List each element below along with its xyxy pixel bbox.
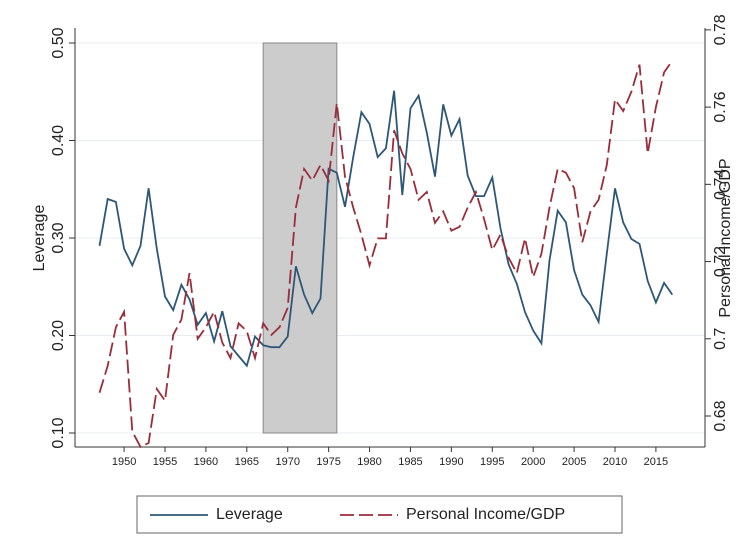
x-tick-label: 1985: [398, 456, 422, 468]
y-tick-label: 0.20: [50, 320, 67, 351]
x-tick-label: 2010: [603, 456, 627, 468]
x-tick-label: 1955: [153, 456, 177, 468]
y-axis-title: Leverage: [31, 205, 48, 272]
y-tick-label: 0.10: [50, 417, 67, 448]
x-tick-label: 1995: [480, 456, 504, 468]
x-tick-label: 1950: [112, 456, 136, 468]
legend-label: Personal Income/GDP: [406, 506, 565, 523]
y-tick-label: 0.50: [50, 27, 67, 58]
x-tick-label: 1980: [357, 456, 381, 468]
x-tick-label: 1960: [194, 456, 218, 468]
series-line: [98, 60, 674, 449]
shaded-period: [262, 42, 338, 434]
x-tick-label: 2000: [521, 456, 545, 468]
x-tick-label: 1975: [316, 456, 340, 468]
y-tick-label: 0.40: [50, 125, 67, 156]
x-tick-label: 1990: [439, 456, 463, 468]
series-line: [98, 90, 674, 368]
x-tick-label: 1965: [235, 456, 259, 468]
y-tick-label: 0.30: [50, 222, 67, 253]
y2-tick-label: 0.76: [712, 91, 729, 122]
y2-tick-label: 0.7: [712, 328, 729, 350]
x-tick-label: 2015: [644, 456, 668, 468]
y2-axis-title: Personal Income/GDP: [717, 158, 734, 317]
x-tick-label: 1970: [275, 456, 299, 468]
y2-tick-label: 0.68: [712, 400, 729, 431]
y2-tick-label: 0.74: [712, 169, 729, 200]
y2-tick-label: 0.72: [712, 246, 729, 277]
x-tick-label: 2005: [562, 456, 586, 468]
legend-label: Leverage: [216, 506, 283, 523]
y2-tick-label: 0.78: [712, 14, 729, 45]
